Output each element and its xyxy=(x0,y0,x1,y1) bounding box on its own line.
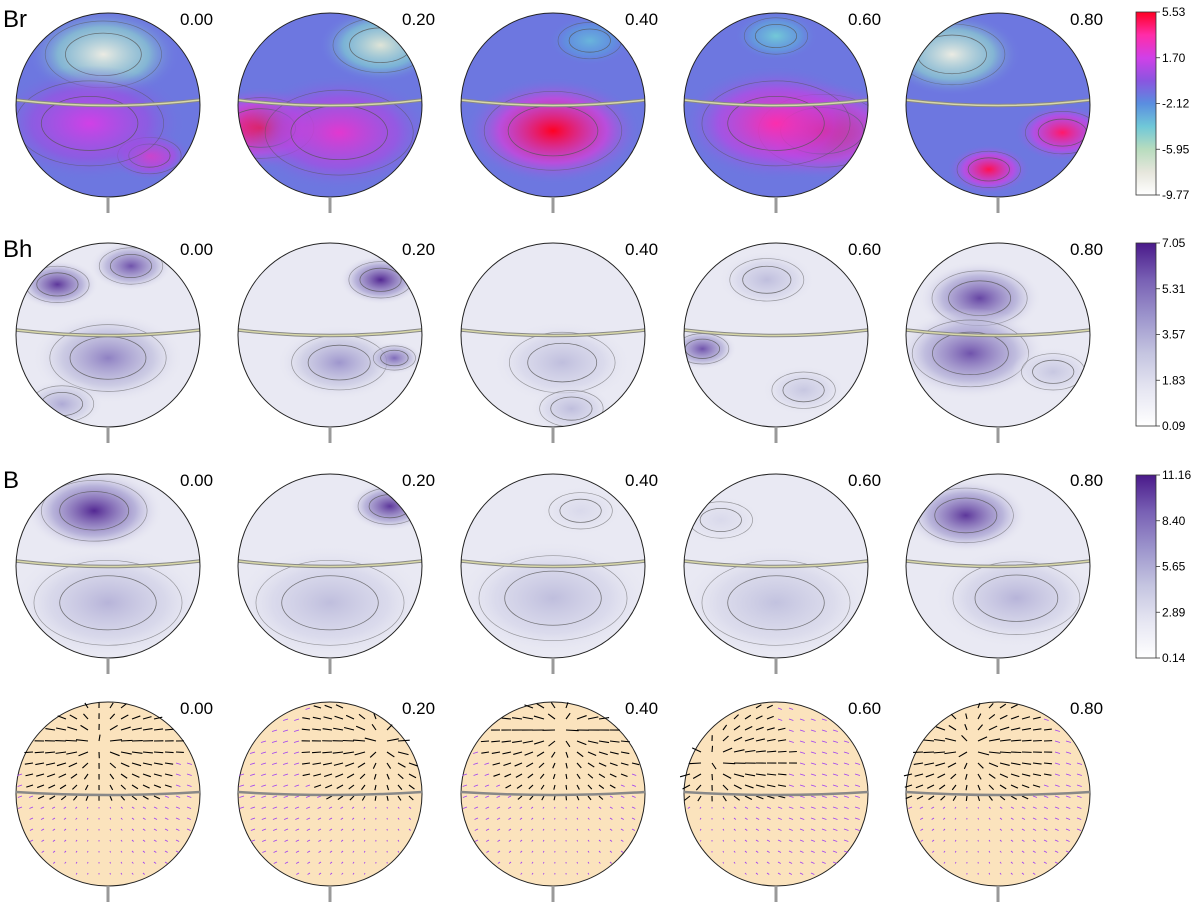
phase-label: 0.20 xyxy=(402,471,435,490)
colorbar-tick-label: 1.70 xyxy=(1162,51,1186,65)
surface-map xyxy=(905,12,1091,213)
surface-map xyxy=(905,473,1091,674)
surface-map xyxy=(683,12,869,213)
phase-label: 0.60 xyxy=(848,471,881,490)
colorbar-bh: 7.05 5.31 3.57 1.83 0.09 xyxy=(1135,236,1186,433)
surface-map xyxy=(460,12,646,213)
surface-map xyxy=(15,473,201,674)
colorbar-tick-label: -5.95 xyxy=(1162,142,1190,156)
vector-map xyxy=(679,701,869,902)
phase-label: 0.00 xyxy=(180,699,213,718)
colorbar-tick-label: 5.31 xyxy=(1162,282,1186,296)
phase-label: 0.00 xyxy=(180,471,213,490)
surface-map xyxy=(683,242,869,443)
phase-label: 0.00 xyxy=(180,10,213,29)
phase-label: 0.20 xyxy=(402,240,435,259)
colorbar-gradient xyxy=(1135,11,1157,196)
phase-label: 0.00 xyxy=(180,240,213,259)
colorbar-tick-label: 3.57 xyxy=(1162,328,1186,342)
colorbar-tick-label: 1.83 xyxy=(1162,373,1186,387)
phase-label: 0.80 xyxy=(1070,471,1103,490)
phase-label: 0.80 xyxy=(1070,240,1103,259)
phase-label: 0.60 xyxy=(848,699,881,718)
surface-map xyxy=(237,473,423,674)
vector-map xyxy=(15,701,201,902)
colorbar-tick-label: 2.89 xyxy=(1162,605,1186,619)
surface-map xyxy=(15,242,201,443)
surface-map xyxy=(905,242,1091,443)
colorbar-br: 5.53 1.70 -2.12 -5.95 -9.77 xyxy=(1135,5,1190,202)
colorbar-tick-label: 0.09 xyxy=(1162,419,1186,433)
row-label: Bh xyxy=(3,236,32,263)
row-label: Br xyxy=(3,6,27,33)
colorbar-tick-label: 7.05 xyxy=(1162,236,1186,250)
phase-label: 0.40 xyxy=(625,471,658,490)
colorbar-tick-label: 8.40 xyxy=(1162,514,1186,528)
phase-label: 0.20 xyxy=(402,699,435,718)
colorbar-gradient xyxy=(1135,474,1157,659)
colorbar-b: 11.16 8.40 5.65 2.89 0.14 xyxy=(1135,468,1191,665)
surface-map xyxy=(460,473,646,674)
colorbar-tick-label: -2.12 xyxy=(1162,97,1190,111)
colorbar-tick-label: 11.16 xyxy=(1162,468,1191,482)
colorbar-tick-label: -9.77 xyxy=(1162,188,1190,202)
vector-map xyxy=(237,701,423,902)
surface-map xyxy=(237,12,423,213)
surface-map xyxy=(683,473,869,674)
phase-label: 0.60 xyxy=(848,10,881,29)
row-label: B xyxy=(3,467,19,494)
vector-map xyxy=(460,701,646,902)
phase-label: 0.40 xyxy=(625,240,658,259)
phase-label: 0.80 xyxy=(1070,10,1103,29)
phase-label: 0.80 xyxy=(1070,699,1103,718)
colorbar-tick-label: 5.53 xyxy=(1162,5,1186,19)
surface-map xyxy=(237,242,423,443)
phase-label: 0.20 xyxy=(402,10,435,29)
phase-label: 0.60 xyxy=(848,240,881,259)
colorbar-tick-label: 5.65 xyxy=(1162,560,1186,574)
surface-map xyxy=(460,242,646,443)
phase-label: 0.40 xyxy=(625,10,658,29)
colorbar-tick-label: 0.14 xyxy=(1162,651,1186,665)
surface-map xyxy=(15,12,201,213)
colorbar-gradient xyxy=(1135,242,1157,427)
vector-map xyxy=(903,701,1091,902)
phase-label: 0.40 xyxy=(625,699,658,718)
